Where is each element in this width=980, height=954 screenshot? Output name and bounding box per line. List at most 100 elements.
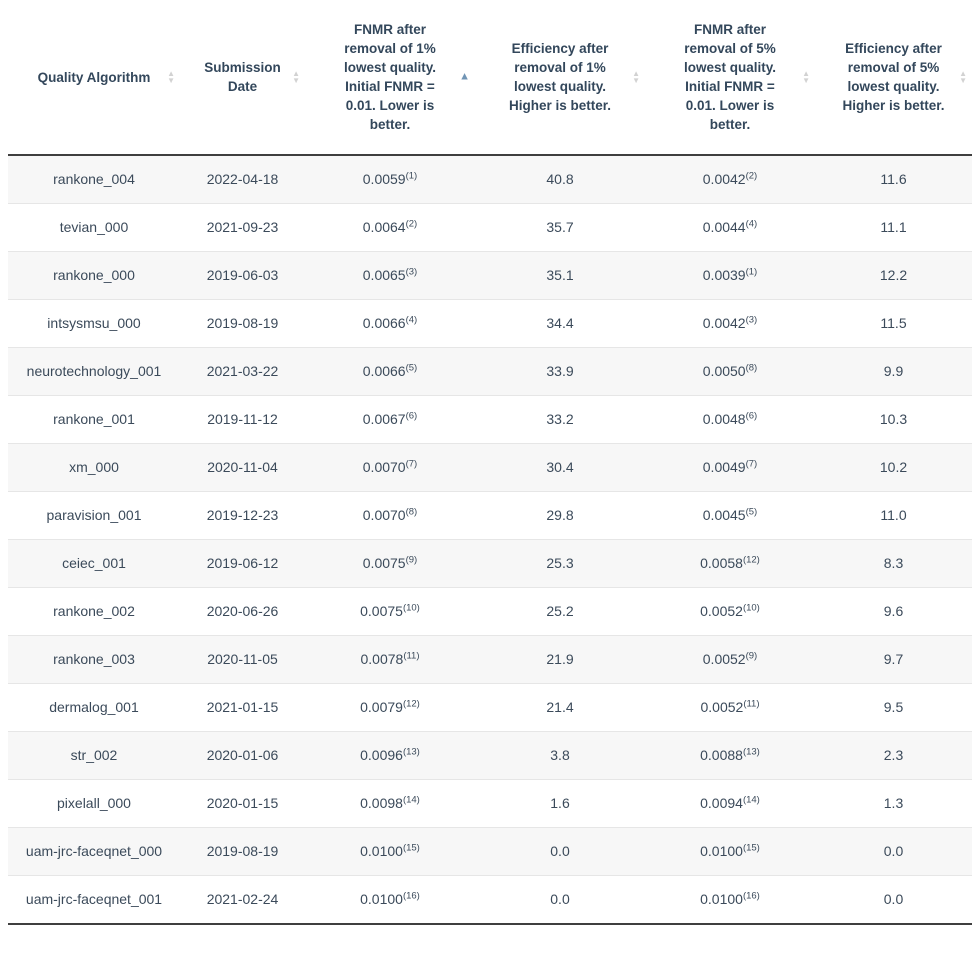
quality-algorithms-table-container: Quality Algorithm ▲ ▼ Submission Date ▲ ▼ … xyxy=(8,0,972,925)
table-header: Quality Algorithm ▲ ▼ Submission Date ▲ ▼ … xyxy=(8,0,972,156)
cell-fnmr-5pct: 0.0052(9) xyxy=(645,635,815,684)
table-row: xm_000 2020-11-04 0.0070(7) 30.4 0.0049(7) 10… xyxy=(8,443,972,492)
cell-fnmr-1pct: 0.0065(3) xyxy=(305,251,475,300)
rank-superscript: (5) xyxy=(745,506,758,518)
cell-value: 11.6 xyxy=(880,171,907,187)
cell-value: 12.2 xyxy=(879,267,908,283)
cell-value: xm_000 xyxy=(69,459,119,475)
cell-fnmr-1pct: 0.0079(12) xyxy=(305,683,475,732)
cell-value: 33.2 xyxy=(546,411,574,427)
rank-superscript: (3) xyxy=(405,266,418,278)
cell-fnmr-5pct: 0.0094(14) xyxy=(645,779,815,828)
cell-value: uam-jrc-faceqnet_001 xyxy=(25,891,163,907)
rank-superscript: (4) xyxy=(745,218,758,230)
table-row: uam-jrc-faceqnet_001 2021-02-24 0.0100(16)… xyxy=(8,875,972,925)
rank-superscript: (12) xyxy=(402,698,420,710)
cell-algorithm: xm_000 xyxy=(8,443,180,492)
cell-fnmr-1pct: 0.0066(4) xyxy=(305,299,475,348)
rank-superscript: (3) xyxy=(745,314,758,326)
cell-value: rankone_002 xyxy=(53,603,135,619)
cell-efficiency-5pct: 11.6 xyxy=(815,155,972,204)
cell-algorithm: paravision_001 xyxy=(8,491,180,540)
cell-fnmr-1pct: 0.0067(6) xyxy=(305,395,475,444)
cell-value: 2020-01-06 xyxy=(206,747,279,763)
cell-value: intsysmsu_000 xyxy=(47,315,141,331)
sort-up-arrow: ▲ xyxy=(959,69,967,78)
column-header-efficiency-1pct[interactable]: Efficiency after removal of 1% lowest qu… xyxy=(475,0,645,156)
column-header-fnmr-5pct[interactable]: FNMR after removal of 5% lowest quality.… xyxy=(645,0,815,156)
cell-efficiency-1pct: 33.9 xyxy=(475,347,645,396)
cell-fnmr-1pct: 0.0078(11) xyxy=(305,635,475,684)
rank-superscript: (15) xyxy=(742,842,760,854)
sort-icon: ▲ ▼ xyxy=(959,69,967,85)
rank-superscript: (1) xyxy=(405,170,418,182)
sort-down-arrow: ▼ xyxy=(802,76,810,85)
cell-algorithm: rankone_000 xyxy=(8,251,180,300)
column-header-fnmr-1pct[interactable]: FNMR after removal of 1% lowest quality.… xyxy=(305,0,475,156)
cell-value: 0.0096 xyxy=(360,747,403,763)
cell-value: 2022-04-18 xyxy=(206,171,279,187)
cell-value: 0.0070 xyxy=(362,459,406,475)
sort-up-arrow: ▲ xyxy=(802,69,810,78)
rank-superscript: (13) xyxy=(742,746,760,758)
column-header-efficiency-5pct[interactable]: Efficiency after removal of 5% lowest qu… xyxy=(815,0,972,156)
cell-value: 10.3 xyxy=(879,411,908,427)
cell-value: 35.1 xyxy=(546,267,574,283)
rank-superscript: (7) xyxy=(405,458,418,470)
cell-fnmr-5pct: 0.0052(10) xyxy=(645,587,815,636)
column-header-label: Efficiency after removal of 5% lowest qu… xyxy=(842,41,945,113)
cell-value: 2021-01-15 xyxy=(206,699,279,715)
cell-value: rankone_003 xyxy=(53,651,135,667)
cell-efficiency-1pct: 25.3 xyxy=(475,539,645,588)
sort-up-arrow: ▲ xyxy=(459,70,470,83)
cell-value: 0.0052 xyxy=(700,699,744,715)
cell-submission-date: 2019-08-19 xyxy=(180,299,305,348)
cell-efficiency-1pct: 33.2 xyxy=(475,395,645,444)
rank-superscript: (1) xyxy=(745,266,758,278)
cell-efficiency-5pct: 10.2 xyxy=(815,443,972,492)
cell-value: neurotechnology_001 xyxy=(26,363,162,379)
rank-superscript: (7) xyxy=(745,458,758,470)
column-header-quality-algorithm[interactable]: Quality Algorithm ▲ ▼ xyxy=(8,0,180,156)
table-row: rankone_003 2020-11-05 0.0078(11) 21.9 0.005… xyxy=(8,635,972,684)
rank-superscript: (14) xyxy=(402,794,420,806)
cell-value: dermalog_001 xyxy=(49,699,139,715)
cell-value: 0.0088 xyxy=(700,747,743,763)
cell-fnmr-5pct: 0.0049(7) xyxy=(645,443,815,492)
cell-value: 2020-11-05 xyxy=(207,651,278,667)
rank-superscript: (8) xyxy=(405,506,418,518)
cell-efficiency-1pct: 35.1 xyxy=(475,251,645,300)
cell-value: 0.0100 xyxy=(700,891,743,907)
cell-efficiency-1pct: 0.0 xyxy=(475,827,645,876)
cell-algorithm: rankone_003 xyxy=(8,635,180,684)
cell-algorithm: neurotechnology_001 xyxy=(8,347,180,396)
cell-value: 0.0052 xyxy=(702,651,746,667)
cell-value: rankone_000 xyxy=(53,267,135,283)
cell-fnmr-5pct: 0.0045(5) xyxy=(645,491,815,540)
column-header-submission-date[interactable]: Submission Date ▲ ▼ xyxy=(180,0,305,156)
rank-superscript: (6) xyxy=(745,410,758,422)
rank-superscript: (10) xyxy=(742,602,760,614)
cell-value: 0.0 xyxy=(883,843,904,859)
cell-fnmr-5pct: 0.0100(15) xyxy=(645,827,815,876)
cell-value: 10.2 xyxy=(879,459,908,475)
cell-efficiency-5pct: 12.2 xyxy=(815,251,972,300)
sort-down-arrow: ▼ xyxy=(959,76,967,85)
cell-value: 9.7 xyxy=(883,651,904,667)
cell-submission-date: 2022-04-18 xyxy=(180,155,305,204)
sort-down-arrow: ▼ xyxy=(632,76,640,85)
column-header-label: Submission Date xyxy=(204,60,281,94)
rank-superscript: (8) xyxy=(745,362,758,374)
cell-submission-date: 2019-11-12 xyxy=(180,395,305,444)
cell-value: 2019-06-03 xyxy=(206,267,279,283)
cell-value: 0.0075 xyxy=(360,603,403,619)
rank-superscript: (10) xyxy=(402,602,420,614)
cell-fnmr-5pct: 0.0044(4) xyxy=(645,203,815,252)
rank-superscript: (12) xyxy=(742,554,760,566)
cell-algorithm: rankone_004 xyxy=(8,155,180,204)
cell-value: 2019-12-23 xyxy=(206,507,279,523)
cell-fnmr-1pct: 0.0070(8) xyxy=(305,491,475,540)
cell-fnmr-5pct: 0.0039(1) xyxy=(645,251,815,300)
cell-value: 11.5 xyxy=(880,315,907,331)
table-row: str_002 2020-01-06 0.0096(13) 3.8 0.0088(13)… xyxy=(8,731,972,780)
